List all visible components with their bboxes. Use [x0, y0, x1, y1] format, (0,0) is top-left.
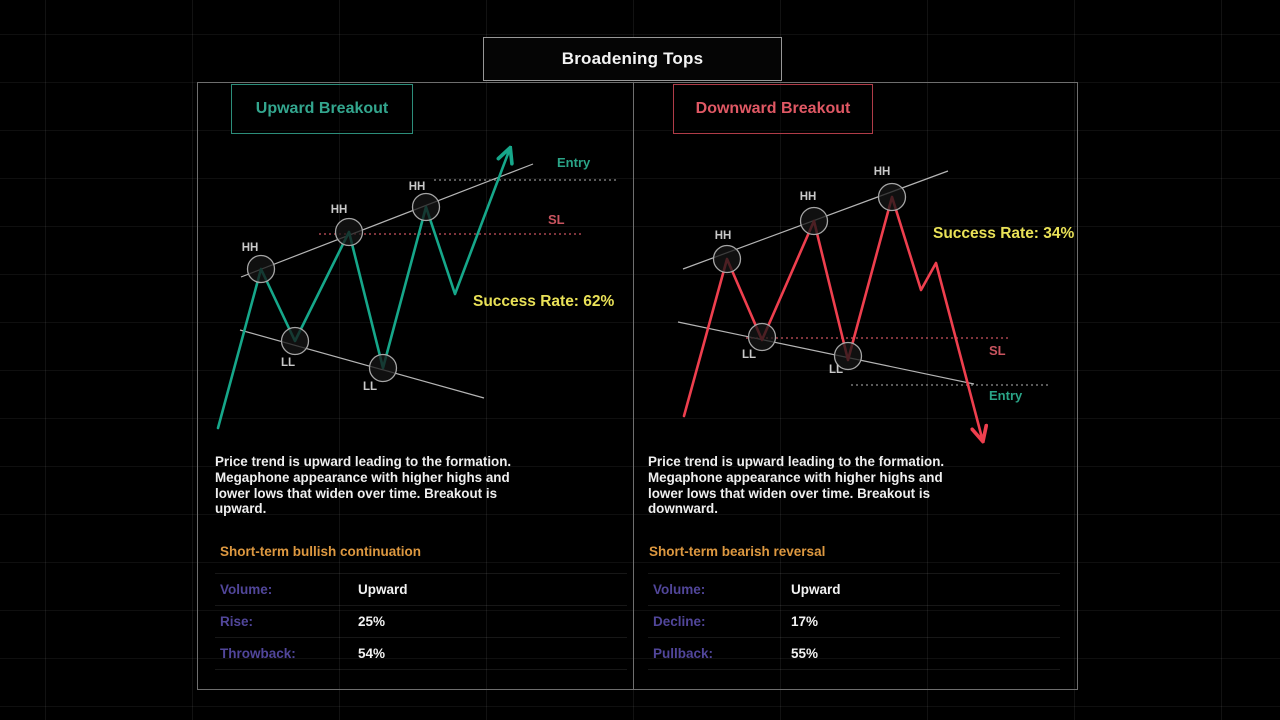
stoploss-label: SL [548, 212, 565, 227]
higher-high-label: HH [715, 230, 732, 242]
higher-high-circle [334, 217, 364, 247]
downward-breakout-header: Downward Breakout [673, 84, 873, 134]
main-panel: Upward Breakout HH HH HH LL LL Entry [197, 82, 1078, 690]
downward-subtitle: Short-term bearish reversal [649, 544, 826, 559]
downward-breakout-header-label: Downward Breakout [695, 100, 851, 117]
lower-low-label: LL [829, 364, 843, 376]
downward-stats-table: Volume: Upward Decline: 17% Pullback: 55… [648, 573, 1060, 670]
page-title: Broadening Tops [561, 49, 704, 68]
lower-low-label: LL [363, 381, 377, 393]
stat-label: Decline: [653, 614, 706, 629]
higher-high-label: HH [331, 204, 348, 216]
lower-low-circle [280, 326, 310, 356]
stat-row: Pullback: 55% [648, 638, 1060, 670]
stat-label: Throwback: [220, 646, 296, 661]
stat-row: Throwback: 54% [215, 638, 627, 670]
upward-breakout-chart: HH HH HH LL LL Entry SL Success Rate: 62… [216, 131, 619, 430]
upward-subtitle: Short-term bullish continuation [220, 544, 421, 559]
title-box: Broadening Tops [483, 37, 782, 81]
panel-divider [633, 83, 634, 689]
stat-label: Pullback: [653, 646, 714, 661]
higher-high-circle [411, 192, 441, 222]
downward-description: Price trend is upward leading to the for… [648, 454, 945, 517]
lower-trendline [239, 329, 485, 399]
lower-low-circle [833, 341, 863, 371]
upward-description: Price trend is upward leading to the for… [215, 454, 512, 517]
entry-label: Entry [989, 388, 1023, 403]
lower-trendline [677, 321, 975, 385]
upward-stats-table: Volume: Upward Rise: 25% Throwback: 54% [215, 573, 627, 670]
upward-breakout-header-label: Upward Breakout [255, 100, 389, 117]
higher-high-label: HH [874, 166, 891, 178]
stat-row: Decline: 17% [648, 606, 1060, 638]
stat-row: Volume: Upward [648, 574, 1060, 606]
success-rate-label: Success Rate: 34% [933, 225, 1075, 242]
stoploss-label: SL [989, 343, 1006, 358]
stat-value: 55% [791, 646, 819, 661]
higher-high-label: HH [242, 242, 259, 254]
stat-value: Upward [358, 582, 408, 597]
upper-trendline [240, 163, 534, 278]
lower-low-label: LL [281, 357, 295, 369]
higher-high-circle [877, 182, 907, 212]
stat-value: 54% [358, 646, 386, 661]
downward-breakout-chart: HH HH HH LL LL SL Entry Success Rate: 34… [677, 166, 1075, 461]
higher-high-circle [799, 206, 829, 236]
lower-low-circle [368, 353, 398, 383]
stat-value: Upward [791, 582, 841, 597]
upward-breakout-header: Upward Breakout [231, 84, 413, 134]
stat-label: Volume: [220, 582, 273, 597]
stat-row: Volume: Upward [215, 574, 627, 606]
stat-row: Rise: 25% [215, 606, 627, 638]
success-rate-label: Success Rate: 62% [473, 293, 615, 310]
higher-high-circle [712, 244, 742, 274]
higher-high-circle [246, 254, 276, 284]
lower-low-label: LL [742, 349, 756, 361]
lower-low-circle [747, 322, 777, 352]
stat-label: Volume: [653, 582, 706, 597]
higher-high-label: HH [409, 181, 426, 193]
entry-label: Entry [557, 155, 591, 170]
stat-value: 25% [358, 614, 386, 629]
higher-high-label: HH [800, 191, 817, 203]
stat-value: 17% [791, 614, 819, 629]
stat-label: Rise: [220, 614, 254, 629]
